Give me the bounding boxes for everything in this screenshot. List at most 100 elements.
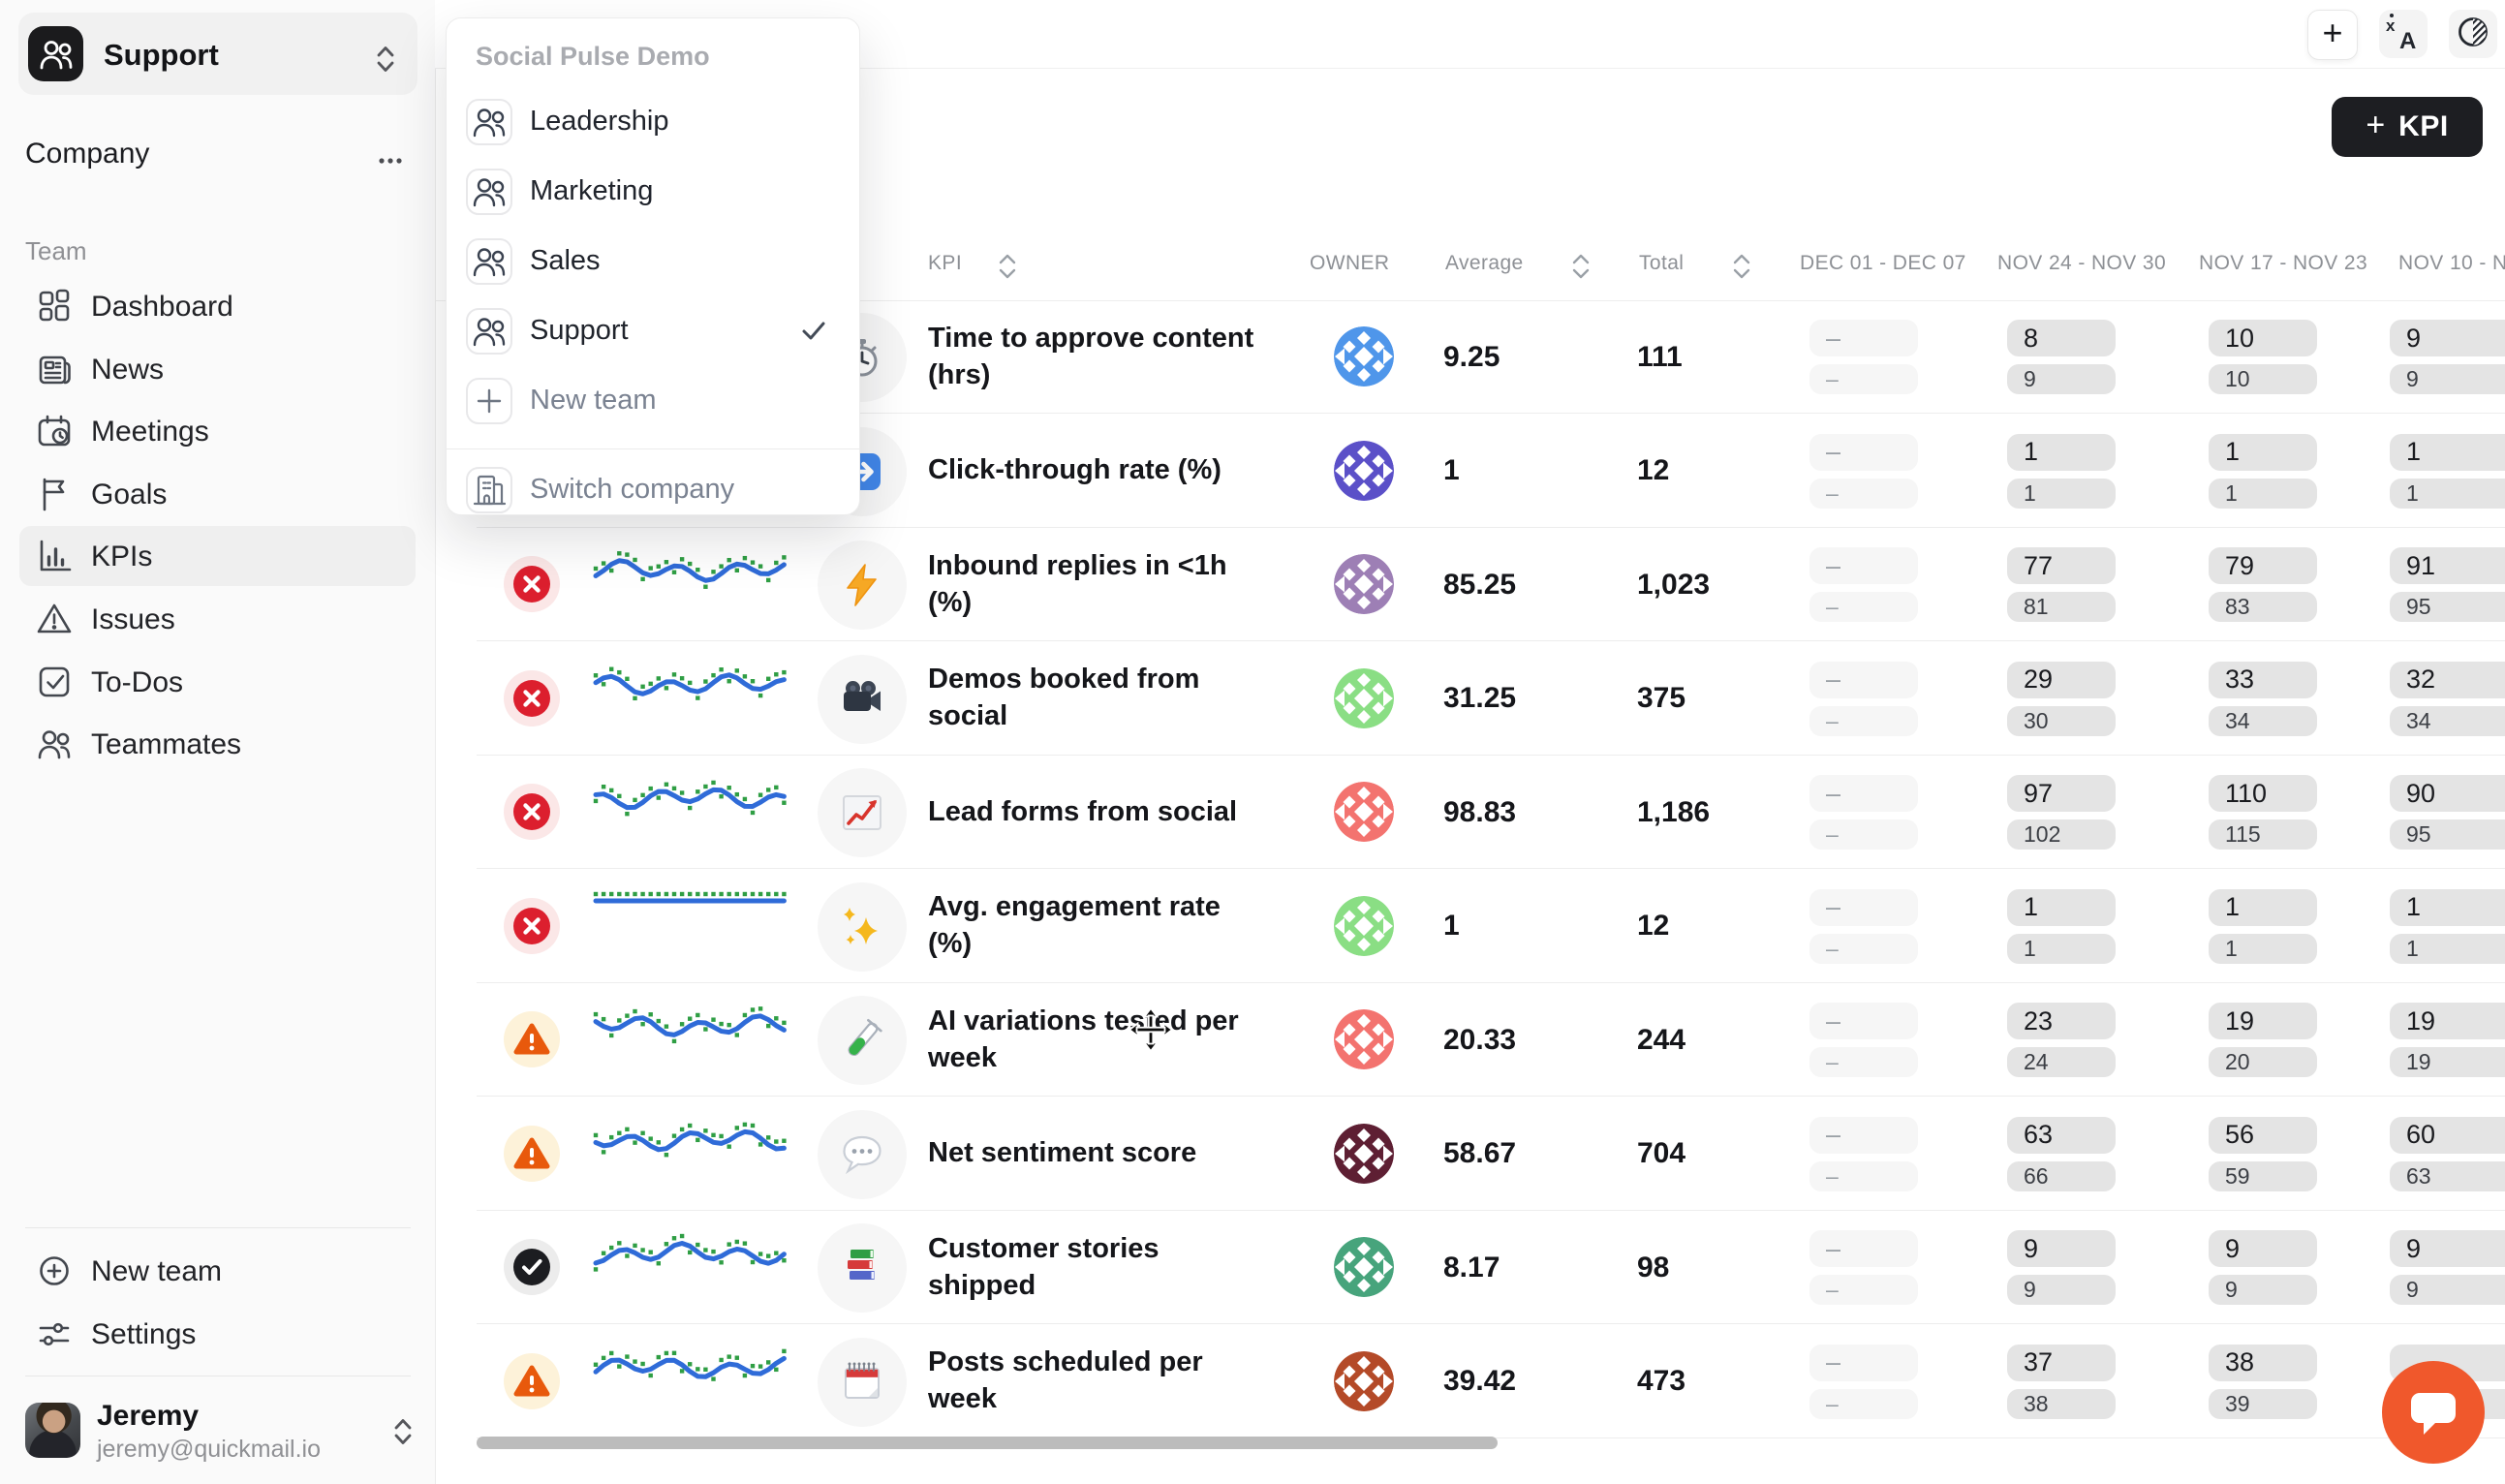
week-goal-cell[interactable]: 9: [2390, 364, 2505, 394]
week-goal-cell[interactable]: –: [1809, 1275, 1918, 1305]
week-goal-cell[interactable]: 9: [2007, 364, 2116, 394]
week-goal-cell[interactable]: 38: [2007, 1388, 2116, 1419]
week-goal-cell[interactable]: –: [1809, 478, 1918, 509]
sort-total-icon[interactable]: [1731, 250, 1752, 288]
menu-item-team-marketing[interactable]: Marketing: [456, 158, 850, 226]
sidebar-item-to-dos[interactable]: To-Dos: [19, 652, 416, 712]
kpi-name[interactable]: Time to approve content (hrs): [928, 322, 1254, 390]
kpi-row[interactable]: Net sentiment score 58.67 704 – – 63 66 56 59 60 6…: [0, 1098, 2505, 1211]
week-goal-cell[interactable]: –: [1809, 1047, 1918, 1077]
sidebar-item-issues[interactable]: Issues: [19, 589, 416, 649]
week-value-cell[interactable]: 63: [2007, 1116, 2116, 1154]
owner-avatar[interactable]: [1334, 1237, 1394, 1297]
week-value-cell[interactable]: 90: [2390, 775, 2505, 812]
week-value-cell[interactable]: 1: [2390, 433, 2505, 471]
kpi-row[interactable]: Time to approve content (hrs) 9.25 111 – – 8 9…: [0, 300, 2505, 414]
add-kpi-button[interactable]: + KPI: [2332, 97, 2483, 157]
week-goal-cell[interactable]: 59: [2209, 1160, 2317, 1191]
week-goal-cell[interactable]: –: [1809, 1388, 1918, 1419]
week-goal-cell[interactable]: 9: [2209, 1275, 2317, 1305]
week-goal-cell[interactable]: 66: [2007, 1160, 2116, 1191]
kpi-name[interactable]: Click-through rate (%): [928, 454, 1222, 486]
week-value-cell[interactable]: –: [1809, 547, 1918, 584]
menu-item-new-team[interactable]: New team: [456, 367, 850, 435]
profile-button[interactable]: Jeremy jeremy@quickmail.io: [0, 1397, 435, 1474]
week-goal-cell[interactable]: 20: [2209, 1047, 2317, 1077]
owner-avatar[interactable]: [1334, 440, 1394, 501]
week-value-cell[interactable]: 56: [2209, 1116, 2317, 1154]
kpi-row[interactable]: Avg. engagement rate (%) 1 12 – – 1 1 1 1 1 1: [0, 870, 2505, 983]
week-value-cell[interactable]: –: [1809, 1116, 1918, 1154]
owner-avatar[interactable]: [1334, 1009, 1394, 1069]
week-value-cell[interactable]: 37: [2007, 1344, 2116, 1381]
sidebar-item-kpis[interactable]: KPIs: [19, 526, 416, 587]
week-value-cell[interactable]: 110: [2209, 775, 2317, 812]
kpi-row[interactable]: Demos booked from social 31.25 375 – – 29 30 33…: [0, 642, 2505, 756]
week-goal-cell[interactable]: 95: [2390, 592, 2505, 622]
week-goal-cell[interactable]: 30: [2007, 705, 2116, 736]
menu-item-team-sales[interactable]: Sales: [456, 228, 850, 295]
week-goal-cell[interactable]: 83: [2209, 592, 2317, 622]
week-goal-cell[interactable]: 9: [2390, 1275, 2505, 1305]
week-goal-cell[interactable]: 1: [2390, 478, 2505, 509]
kpi-name[interactable]: Lead forms from social: [928, 795, 1238, 827]
week-goal-cell[interactable]: 95: [2390, 819, 2505, 850]
week-goal-cell[interactable]: –: [1809, 933, 1918, 964]
theme-contrast-button[interactable]: [2449, 10, 2497, 58]
week-value-cell[interactable]: 77: [2007, 547, 2116, 584]
week-value-cell[interactable]: 29: [2007, 661, 2116, 698]
kpi-name[interactable]: Posts scheduled per week: [928, 1346, 1203, 1414]
owner-avatar[interactable]: [1334, 1350, 1394, 1411]
week-goal-cell[interactable]: 39: [2209, 1388, 2317, 1419]
kpi-row[interactable]: AI variations tested per week 20.33 244 – – 2…: [0, 983, 2505, 1097]
owner-avatar[interactable]: [1334, 554, 1394, 614]
menu-item-team-leadership[interactable]: Leadership: [456, 88, 850, 156]
week-value-cell[interactable]: 79: [2209, 547, 2317, 584]
week-value-cell[interactable]: 38: [2209, 1344, 2317, 1381]
company-menu-icon[interactable]: [371, 141, 410, 185]
week-value-cell[interactable]: 1: [2390, 888, 2505, 926]
horizontal-scrollbar[interactable]: [477, 1437, 1498, 1449]
week-value-cell[interactable]: 1: [2007, 433, 2116, 471]
owner-avatar[interactable]: [1334, 667, 1394, 728]
week-value-cell[interactable]: 60: [2390, 1116, 2505, 1154]
week-goal-cell[interactable]: 1: [2209, 933, 2317, 964]
week-goal-cell[interactable]: 115: [2209, 819, 2317, 850]
menu-item-team-support[interactable]: Support: [456, 297, 850, 365]
week-goal-cell[interactable]: –: [1809, 705, 1918, 736]
week-value-cell[interactable]: 9: [2209, 1230, 2317, 1267]
week-value-cell[interactable]: 10: [2209, 320, 2317, 356]
week-goal-cell[interactable]: 19: [2390, 1047, 2505, 1077]
sidebar-item-settings[interactable]: Settings: [19, 1305, 416, 1363]
week-value-cell[interactable]: 9: [2007, 1230, 2116, 1267]
kpi-row[interactable]: Customer stories shipped 8.17 98 – – 9 9 9 9 9 9: [0, 1211, 2505, 1324]
week-goal-cell[interactable]: 1: [2007, 478, 2116, 509]
week-value-cell[interactable]: –: [1809, 1344, 1918, 1381]
week-goal-cell[interactable]: 10: [2209, 364, 2317, 394]
week-goal-cell[interactable]: –: [1809, 592, 1918, 622]
week-value-cell[interactable]: 23: [2007, 1003, 2116, 1039]
sidebar-item-news[interactable]: News: [19, 339, 416, 399]
week-goal-cell[interactable]: 34: [2390, 705, 2505, 736]
week-value-cell[interactable]: –: [1809, 1003, 1918, 1039]
kpi-name[interactable]: Net sentiment score: [928, 1137, 1197, 1169]
sidebar-item-new-team[interactable]: New team: [19, 1242, 416, 1300]
week-value-cell[interactable]: 33: [2209, 661, 2317, 698]
menu-item-switch-company[interactable]: Switch company: [456, 456, 850, 524]
sidebar-item-teammates[interactable]: Teammates: [19, 714, 416, 774]
owner-avatar[interactable]: [1334, 1123, 1394, 1184]
sidebar-item-goals[interactable]: Goals: [19, 464, 416, 524]
kpi-name[interactable]: Avg. engagement rate (%): [928, 891, 1221, 959]
week-goal-cell[interactable]: 81: [2007, 592, 2116, 622]
owner-avatar[interactable]: [1334, 895, 1394, 956]
week-value-cell[interactable]: 8: [2007, 320, 2116, 356]
week-goal-cell[interactable]: 1: [2390, 933, 2505, 964]
week-goal-cell[interactable]: 34: [2209, 705, 2317, 736]
week-goal-cell[interactable]: 1: [2007, 933, 2116, 964]
week-goal-cell[interactable]: –: [1809, 1160, 1918, 1191]
week-value-cell[interactable]: –: [1809, 320, 1918, 356]
owner-avatar[interactable]: [1334, 782, 1394, 842]
week-value-cell[interactable]: –: [1809, 433, 1918, 471]
team-switcher-button[interactable]: Support: [18, 13, 418, 95]
week-value-cell[interactable]: 91: [2390, 547, 2505, 584]
